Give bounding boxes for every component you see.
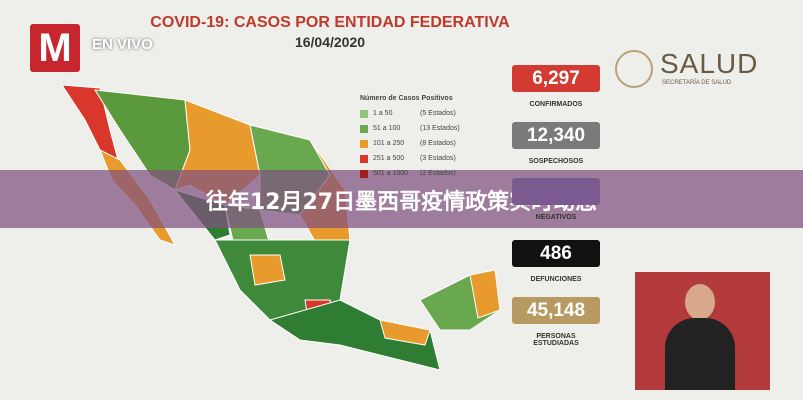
stat-box (512, 178, 600, 205)
stat-value: 45,148 (512, 297, 600, 324)
agency-subtitle: SECRETARÍA DE SALUD (662, 80, 732, 86)
legend-swatch (360, 140, 368, 148)
overlay-banner (0, 170, 803, 228)
title: COVID-19: CASOS POR ENTIDAD FEDERATIVA (150, 14, 510, 31)
interpreter-video (635, 272, 770, 390)
state (469, 269, 501, 319)
seal (615, 50, 653, 88)
legend-range: 1 a 50 (373, 110, 393, 117)
legend-swatch (360, 110, 368, 118)
state (268, 299, 441, 371)
legend-states: (8 Estados) (420, 140, 456, 147)
legend-range: 101 a 250 (373, 140, 405, 147)
channel-logo: M (30, 24, 80, 72)
legend-range: 501 a 1000 (373, 170, 409, 177)
stat-label: NEGATIVOS (535, 214, 577, 221)
state (249, 254, 286, 286)
stat-value: 6,297 (512, 65, 600, 92)
stat-value: 486 (512, 240, 600, 267)
legend-swatch (360, 155, 368, 163)
legend-states: (2 Estados) (420, 170, 456, 177)
stat-label: CONFIRMADOS (529, 101, 583, 108)
legend-states: (13 Estados) (420, 125, 460, 132)
agency-name: SALUD (660, 48, 759, 79)
person-head (685, 284, 715, 320)
overlay-title: 往年12月27日墨西哥疫情政策实时动态 (205, 190, 598, 215)
legend-title: Número de Casos Positivos (360, 95, 453, 102)
legend-range: 51 a 100 (373, 125, 401, 132)
legend-states: (5 Estados) (420, 110, 456, 117)
legend-states: (3 Estados) (420, 155, 456, 162)
legend-range: 251 a 500 (373, 155, 405, 162)
stat-label: PERSONAS ESTUDIADAS (533, 333, 579, 347)
person-body (665, 318, 735, 390)
live-badge: EN VIVO (92, 36, 153, 53)
legend-swatch (360, 125, 368, 133)
stat-label: DEFUNCIONES (530, 276, 582, 283)
stat-value: 12,340 (512, 122, 600, 149)
legend-swatch (360, 170, 368, 178)
stat-label: SOSPECHOSOS (528, 158, 584, 165)
state (379, 319, 431, 346)
date: 16/04/2020 (294, 34, 366, 50)
